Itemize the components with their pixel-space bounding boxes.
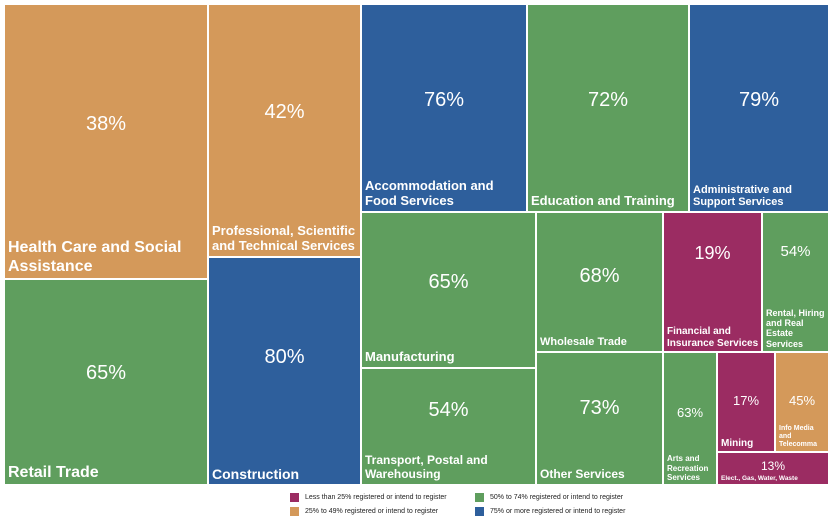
tile: 19% Financial and Insurance Services (663, 212, 762, 352)
value-label: 54% (780, 243, 811, 260)
tile: 42% Professional, Scientific and Technica… (208, 4, 361, 257)
value-label: 72% (587, 89, 629, 111)
tile: 38% Health Care and Social Assistance (4, 4, 208, 279)
legend-swatch (475, 493, 484, 502)
value-label: 17% (732, 393, 760, 408)
tile: 72% Education and Training (527, 4, 689, 212)
tile-label: Elect., Gas, Water, Waste (721, 474, 798, 482)
tile: 79% Administrative and Support Services (689, 4, 829, 212)
value-label: 73% (579, 397, 620, 419)
value-label: 65% (428, 271, 469, 293)
tile: 73% Other Services (536, 352, 663, 485)
tile: 45% Info Media and Telecomma (775, 352, 829, 452)
value-label: 63% (676, 405, 704, 420)
tile: 65% Manufacturing (361, 212, 536, 368)
legend-label: Less than 25% registered or intend to re… (305, 494, 447, 501)
tile-label: Professional, Scientific and Technical S… (212, 223, 356, 254)
tile-label: Info Media and Telecomma (779, 424, 817, 448)
value-label: 13% (760, 459, 786, 473)
legend-item: Less than 25% registered or intend to re… (290, 493, 447, 502)
legend-swatch (290, 507, 299, 516)
value-label: 19% (694, 243, 731, 263)
tile-label: Accommodation and Food Services (365, 178, 494, 209)
tile: 76% Accommodation and Food Services (361, 4, 527, 212)
tile-label: Transport, Postal and Warehousing (365, 453, 488, 482)
legend-item: 50% to 74% registered or intend to regis… (475, 493, 623, 502)
value-label: 68% (579, 265, 620, 287)
tile: 13% Elect., Gas, Water, Waste (717, 452, 829, 485)
tile: 17% Mining (717, 352, 775, 452)
tile-label: Health Care and Social Assistance (8, 239, 182, 275)
tile: 65% Retail Trade (4, 279, 208, 485)
tile-label: Financial and Insurance Services (667, 326, 759, 349)
value-label: 42% (264, 101, 305, 123)
value-label: 76% (423, 89, 465, 111)
legend-label: 75% or more registered or intend to regi… (490, 508, 626, 515)
tile: 68% Wholesale Trade (536, 212, 663, 352)
legend-label: 25% to 49% registered or intend to regis… (305, 508, 439, 515)
value-label: 65% (85, 362, 127, 384)
value-label: 54% (428, 399, 469, 421)
tile-label: Arts and Recreation Services (667, 454, 709, 482)
value-label: 45% (788, 393, 816, 408)
tile-label: Retail Trade (8, 463, 99, 481)
tile-label: Education and Training (531, 193, 675, 209)
tile: 80% Construction (208, 257, 361, 485)
tile-label: Rental, Hiring and Real Estate Services (766, 307, 825, 349)
tile-label: Wholesale Trade (540, 336, 627, 349)
tile-label: Administrative and Support Services (693, 183, 793, 209)
tile-label: Construction (212, 465, 300, 482)
tile-label: Manufacturing (365, 349, 455, 365)
value-label: 79% (738, 89, 780, 111)
tile: 63% Arts and Recreation Services (663, 352, 717, 485)
legend-swatch (290, 493, 299, 502)
value-label: 80% (264, 346, 305, 368)
legend-item: 75% or more registered or intend to regi… (475, 507, 625, 516)
value-label: 38% (85, 113, 127, 135)
legend-label: 50% to 74% registered or intend to regis… (490, 494, 624, 501)
legend-item: 25% to 49% registered or intend to regis… (290, 507, 438, 516)
tile: 54% Transport, Postal and Warehousing (361, 368, 536, 485)
tile: 54% Rental, Hiring and Real Estate Servic… (762, 212, 829, 352)
legend-swatch (475, 507, 484, 516)
tile-label: Mining (721, 437, 754, 449)
tile-label: Other Services (540, 467, 625, 482)
